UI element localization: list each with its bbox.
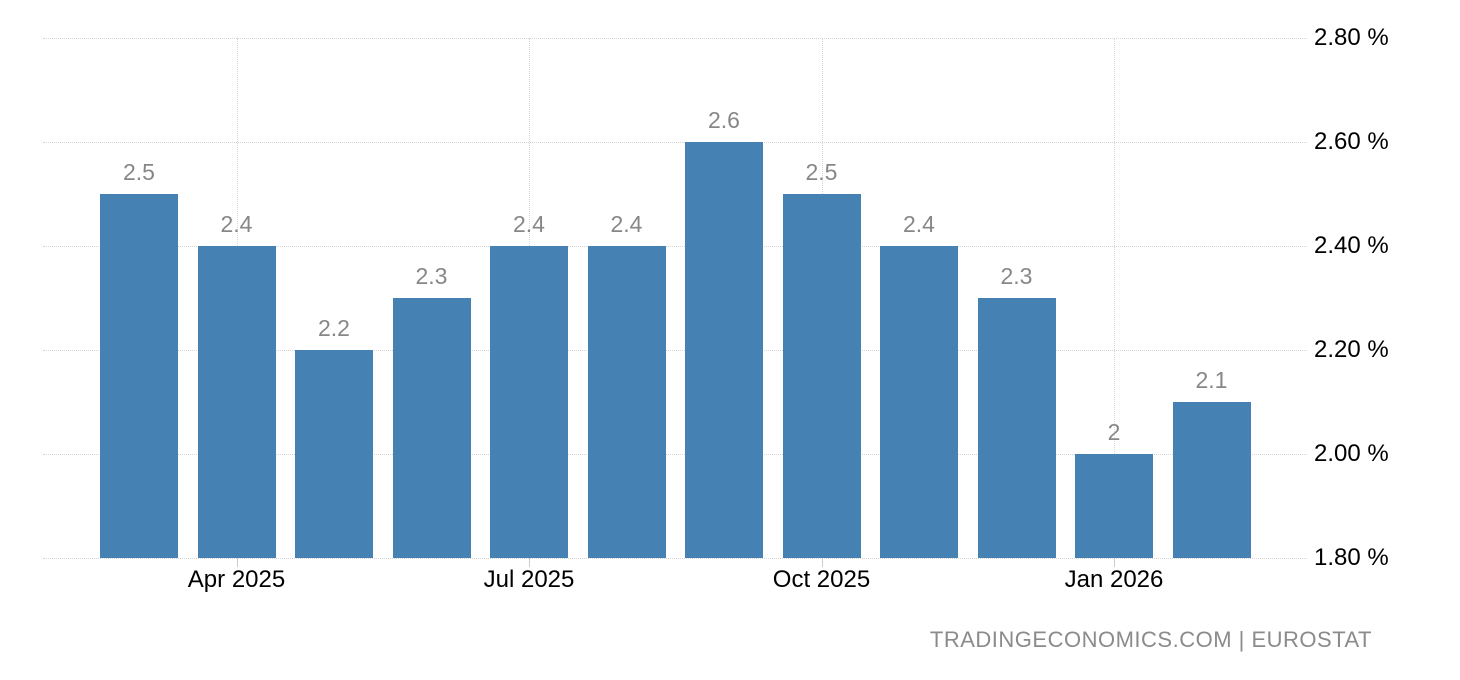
bar[interactable] xyxy=(587,246,666,558)
bar-value-label: 2.6 xyxy=(708,107,740,133)
y-tick-label: 2.20 % xyxy=(1314,336,1389,363)
x-tick-mark xyxy=(1114,558,1115,567)
h-gridline xyxy=(43,246,1307,247)
bar-value-label: 2.5 xyxy=(805,159,838,185)
bar[interactable] xyxy=(392,298,471,558)
bar-value-label: 2 xyxy=(1107,419,1121,445)
bar[interactable] xyxy=(490,246,568,558)
x-tick-label: Jan 2026 xyxy=(1064,566,1164,593)
bar-value-label: 2.3 xyxy=(1000,263,1033,289)
y-tick-label: 2.40 % xyxy=(1314,232,1389,259)
x-tick-mark xyxy=(821,558,823,567)
bar-value-label: 2.4 xyxy=(220,211,253,237)
bar-value-label: 2.4 xyxy=(903,211,935,237)
bar[interactable] xyxy=(100,194,178,558)
x-tick-mark xyxy=(236,558,238,567)
x-tick-label: Oct 2025 xyxy=(772,566,871,593)
bar-value-label: 2.5 xyxy=(123,159,155,185)
plot-area: 2.5 2.4 2.2 2.3 2.4 2.4 2.6 2.5 2.4 2.3 2 2.1 xyxy=(43,38,1307,567)
x-tick-label: Apr 2025 xyxy=(187,566,286,593)
bar-value-label: 2.4 xyxy=(513,211,545,237)
h-gridline xyxy=(43,38,1307,39)
bar[interactable] xyxy=(1172,402,1251,558)
h-gridline xyxy=(43,142,1307,143)
bar-value-label: 2.3 xyxy=(415,263,448,289)
h-gridline xyxy=(43,350,1307,351)
y-tick-label: 2.80 % xyxy=(1314,24,1389,51)
bar[interactable] xyxy=(1075,454,1153,558)
bar[interactable] xyxy=(685,142,763,558)
source-watermark: TRADINGECONOMICS.COM | EUROSTAT xyxy=(929,627,1372,652)
x-tick-label: Jul 2025 xyxy=(483,566,575,593)
h-gridline xyxy=(43,454,1307,455)
bar-value-label: 2.2 xyxy=(318,315,350,341)
bar[interactable] xyxy=(295,350,373,558)
y-tick-label: 1.80 % xyxy=(1314,544,1389,571)
v-gridline xyxy=(1114,38,1115,558)
bar[interactable] xyxy=(977,298,1056,558)
y-tick-label: 2.00 % xyxy=(1314,440,1389,467)
bar[interactable] xyxy=(880,246,958,558)
bar[interactable] xyxy=(782,194,861,558)
h-gridline xyxy=(43,558,1307,559)
bar[interactable] xyxy=(197,246,276,558)
x-tick-mark xyxy=(529,558,530,567)
bar-value-label: 2.4 xyxy=(610,211,643,237)
bar-value-label: 2.1 xyxy=(1195,367,1228,393)
y-tick-label: 2.60 % xyxy=(1314,128,1389,155)
